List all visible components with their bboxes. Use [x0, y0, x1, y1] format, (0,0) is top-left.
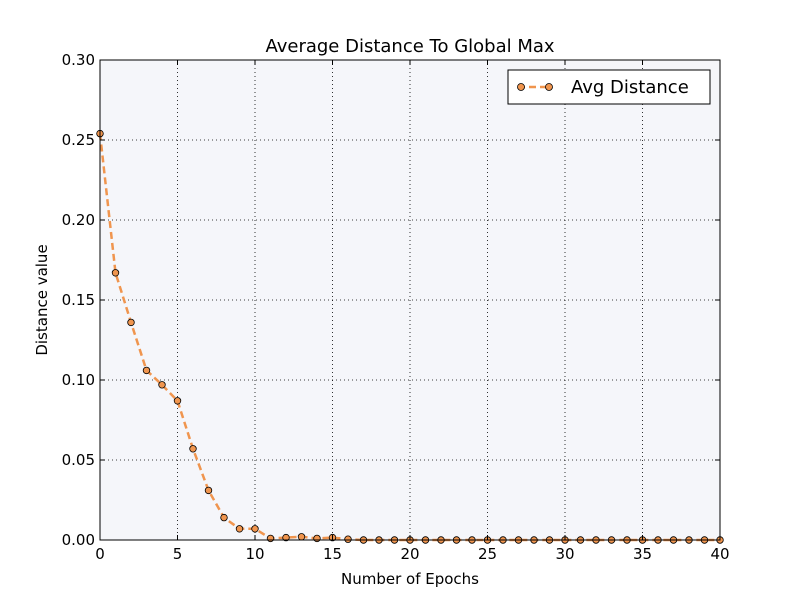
x-tick-label: 15: [323, 545, 342, 563]
data-point: [173, 397, 182, 405]
data-point: [127, 318, 135, 327]
series-layer: [96, 129, 724, 544]
x-tick-label: 20: [400, 545, 419, 563]
x-tick-label: 0: [95, 545, 105, 563]
chart-title: Average Distance To Global Max: [265, 36, 554, 57]
y-tick-label: 0.00: [62, 531, 95, 549]
x-axis-label: Number of Epochs: [341, 570, 479, 588]
data-point: [251, 525, 259, 533]
data-point: [220, 513, 228, 522]
data-point: [266, 534, 275, 543]
axis-ticks: 0 5 10 15 20 25 30 35 40 0.00 0.05 0.10 0.15 0.20 0.25…: [62, 51, 730, 563]
x-tick-label: 25: [478, 545, 497, 563]
x-tick-label: 5: [173, 545, 183, 563]
legend-marker: [545, 83, 553, 91]
x-tick-label: 30: [555, 545, 574, 563]
data-point: [282, 533, 290, 542]
y-tick-label: 0.05: [62, 451, 95, 469]
data-point: [189, 445, 197, 453]
y-tick-label: 0.20: [62, 211, 95, 229]
y-tick-label: 0.30: [62, 51, 95, 69]
data-point: [204, 486, 213, 495]
y-tick-label: 0.25: [62, 131, 95, 149]
data-point: [297, 533, 306, 541]
y-axis-label: Distance value: [33, 244, 51, 355]
series-line: [98, 133, 720, 542]
legend-label: Avg Distance: [571, 77, 689, 98]
y-tick-label: 0.10: [62, 371, 95, 389]
legend-marker: [517, 83, 525, 91]
y-tick-label: 0.15: [62, 291, 95, 309]
data-point: [344, 535, 352, 543]
data-point: [158, 381, 166, 389]
legend: Avg Distance: [507, 69, 711, 105]
data-point: [313, 534, 321, 543]
x-tick-label: 35: [633, 545, 652, 563]
data-point: [111, 269, 120, 277]
x-tick-label: 10: [245, 545, 264, 563]
x-tick-label: 40: [710, 545, 729, 563]
data-point: [235, 525, 244, 533]
data-point: [142, 366, 151, 375]
